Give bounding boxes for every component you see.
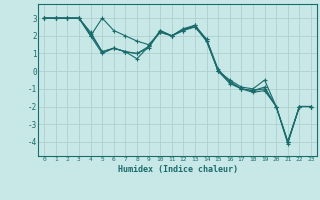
X-axis label: Humidex (Indice chaleur): Humidex (Indice chaleur)	[118, 165, 238, 174]
